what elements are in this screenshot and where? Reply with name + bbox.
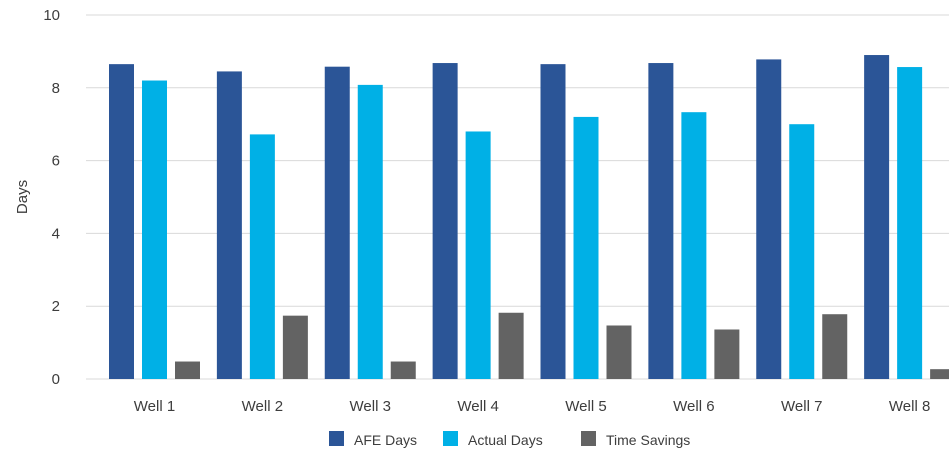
x-tick-label: Well 1 <box>134 398 175 415</box>
bar-afe-days-4 <box>432 63 458 379</box>
x-tick-label: Well 3 <box>350 398 391 415</box>
x-tick-label: Well 2 <box>242 398 283 415</box>
bar-actual-days-5 <box>573 116 599 380</box>
bar-time-savings-8 <box>930 369 949 379</box>
bar-afe-days-2 <box>216 71 242 380</box>
bar-afe-days-3 <box>324 66 350 380</box>
y-tick-labels: 0 2 4 6 8 10 <box>43 7 60 388</box>
bar-time-savings-6 <box>714 329 740 379</box>
x-tick-label: Well 5 <box>565 398 606 415</box>
bar-actual-days-4 <box>465 131 491 379</box>
x-tick-label: Well 7 <box>781 398 822 415</box>
legend-label: AFE Days <box>354 432 417 448</box>
y-tick-label: 8 <box>52 80 60 97</box>
legend: AFE Days Actual Days Time Savings <box>329 431 690 448</box>
legend-swatch <box>581 431 596 446</box>
bar-actual-days-8 <box>897 67 923 379</box>
bar-afe-days-1 <box>109 64 134 379</box>
bar-time-savings-7 <box>822 314 848 379</box>
y-tick-label: 4 <box>52 225 60 242</box>
bar-afe-days-7 <box>756 59 782 380</box>
bar-afe-days-6 <box>648 63 674 379</box>
y-tick-label: 0 <box>52 371 60 388</box>
bar-actual-days-2 <box>249 134 275 379</box>
bar-time-savings-4 <box>498 312 524 379</box>
legend-swatch <box>329 431 344 446</box>
bar-time-savings-5 <box>606 325 632 379</box>
x-tick-label: Well 4 <box>457 398 498 415</box>
bar-actual-days-3 <box>357 84 383 379</box>
bar-actual-days-7 <box>789 124 815 379</box>
x-tick-label: Well 6 <box>673 398 714 415</box>
bar-actual-days-1 <box>142 80 167 380</box>
bar-time-savings-3 <box>390 361 416 379</box>
y-axis-title: Days <box>14 180 31 214</box>
bar-actual-days-6 <box>681 112 707 380</box>
bars <box>109 55 949 380</box>
legend-label: Time Savings <box>606 432 690 448</box>
y-tick-label: 2 <box>52 298 60 315</box>
legend-label: Actual Days <box>468 432 543 448</box>
x-tick-label: Well 8 <box>889 398 930 415</box>
bar-time-savings-2 <box>282 315 308 379</box>
bar-afe-days-8 <box>864 55 890 379</box>
bar-afe-days-5 <box>540 64 566 379</box>
y-tick-label: 10 <box>43 7 60 24</box>
x-tick-labels: Well 1 Well 2 Well 3 Well 4 Well 5 Well 6 Well… <box>134 398 931 415</box>
legend-swatch <box>443 431 458 446</box>
y-tick-label: 6 <box>52 153 60 170</box>
bar-time-savings-1 <box>175 361 200 379</box>
